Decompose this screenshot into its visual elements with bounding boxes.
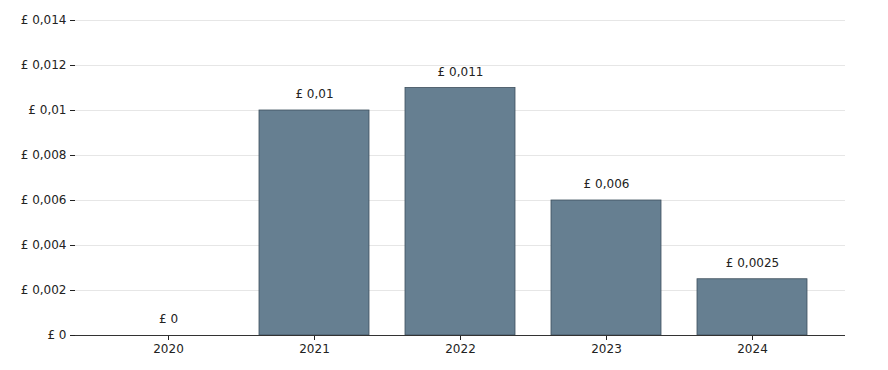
svg-text:2023: 2023	[591, 342, 622, 356]
svg-text:£ 0,006: £ 0,006	[21, 193, 67, 207]
svg-text:£ 0,006: £ 0,006	[584, 177, 630, 191]
svg-text:£ 0: £ 0	[47, 328, 66, 342]
svg-text:£ 0,004: £ 0,004	[21, 238, 67, 252]
svg-text:2020: 2020	[153, 342, 184, 356]
svg-text:2021: 2021	[299, 342, 330, 356]
svg-text:£ 0,011: £ 0,011	[438, 65, 484, 79]
svg-text:£ 0: £ 0	[159, 312, 178, 326]
html-text:(c) Trivano.com: (c) Trivano.com	[795, 0, 880, 13]
svg-text:£ 0,008: £ 0,008	[21, 148, 67, 162]
svg-text:£ 0,002: £ 0,002	[21, 283, 67, 297]
svg-text:2024: 2024	[737, 342, 768, 356]
svg-text:£ 0,01: £ 0,01	[295, 87, 333, 101]
svg-text:£ 0,0025: £ 0,0025	[726, 256, 779, 270]
svg-text:£ 0,012: £ 0,012	[21, 58, 67, 72]
svg-text:£ 0,014: £ 0,014	[21, 13, 67, 27]
svg-text:2022: 2022	[445, 342, 476, 356]
svg-text:£ 0,01: £ 0,01	[28, 103, 66, 117]
